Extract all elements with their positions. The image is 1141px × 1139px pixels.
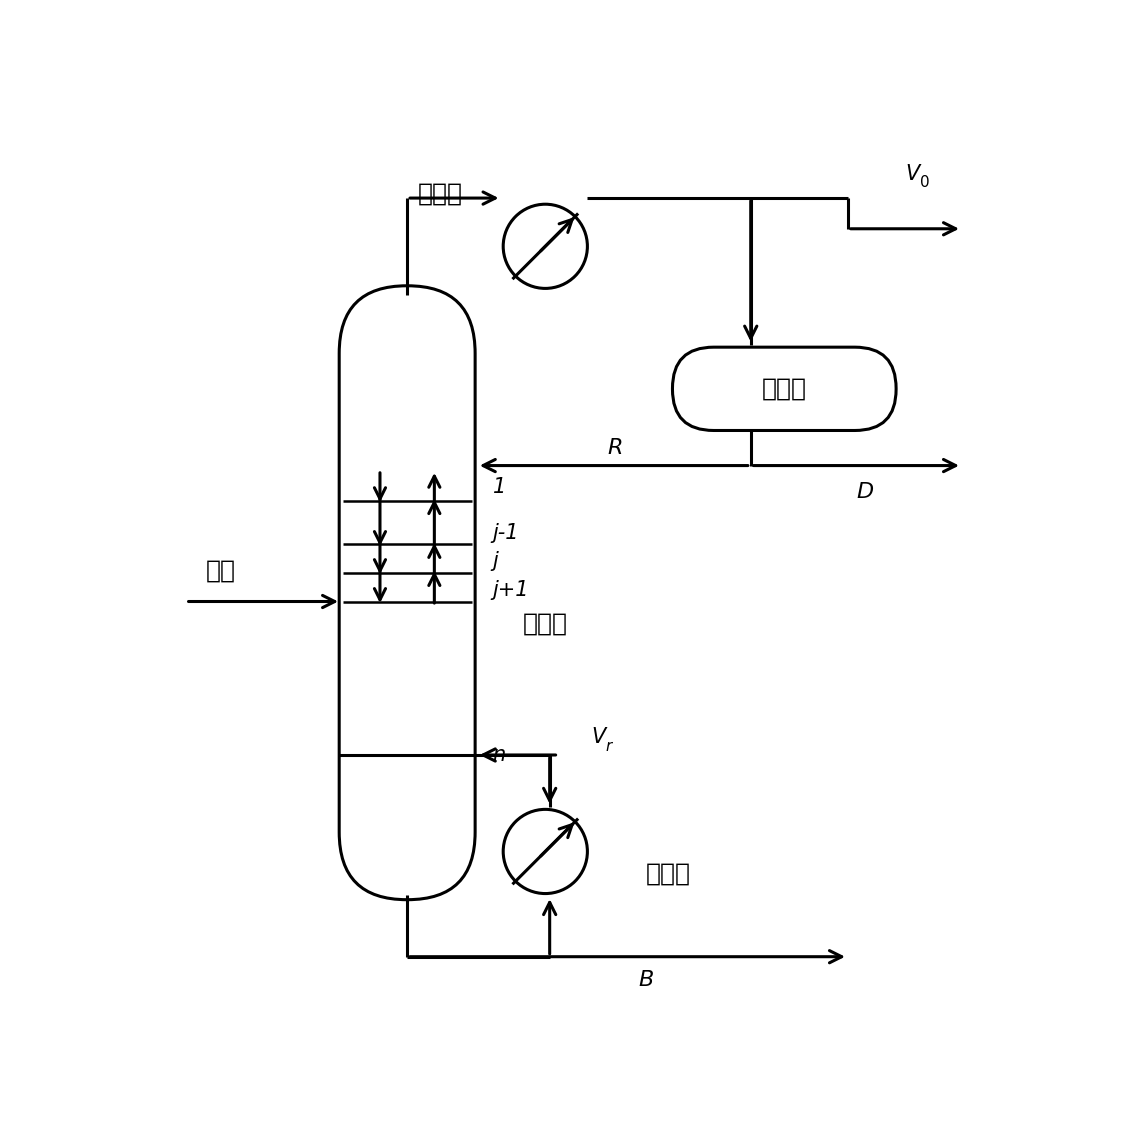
Text: D: D [857,482,874,502]
Text: j+1: j+1 [493,580,529,600]
Text: n: n [493,745,505,765]
Text: 1: 1 [493,477,505,498]
Text: V: V [592,728,606,747]
FancyBboxPatch shape [672,347,896,431]
Text: B: B [639,970,654,991]
Text: 再沸器: 再沸器 [646,861,690,885]
Text: 回流羐: 回流羐 [761,376,807,401]
FancyBboxPatch shape [339,286,475,900]
Text: R: R [608,439,623,458]
Text: 进料: 进料 [205,559,236,583]
Text: j-1: j-1 [493,523,519,543]
Text: j: j [493,551,499,571]
Text: 精馏塔: 精馏塔 [523,612,568,636]
Text: r: r [606,739,612,754]
Text: 冷凝器: 冷凝器 [418,182,462,206]
Text: V: V [905,164,920,183]
Text: 0: 0 [920,174,930,190]
